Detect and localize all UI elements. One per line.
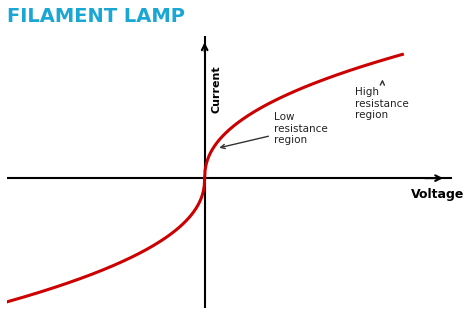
Text: Current: Current (211, 65, 221, 113)
Text: Low
resistance
region: Low resistance region (221, 112, 328, 148)
Text: Voltage: Voltage (411, 188, 465, 201)
Text: High
resistance
region: High resistance region (355, 81, 409, 121)
Text: FILAMENT LAMP: FILAMENT LAMP (7, 7, 185, 26)
